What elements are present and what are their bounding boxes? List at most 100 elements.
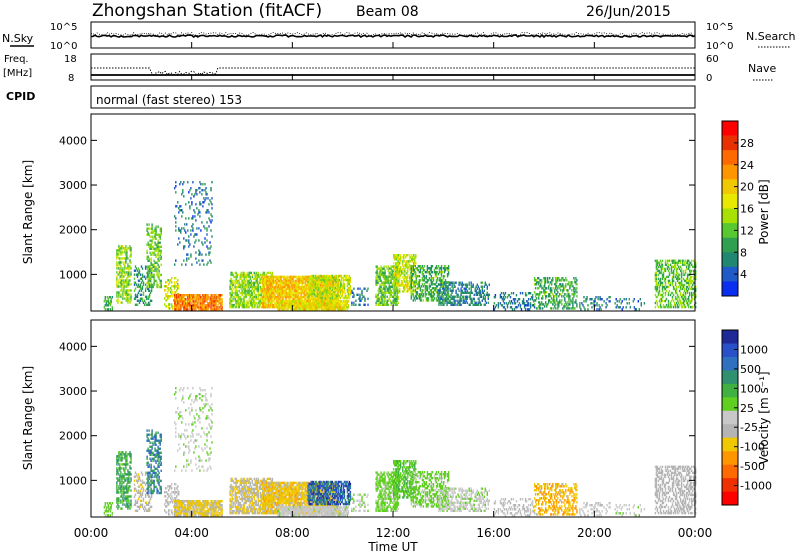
power-cell <box>144 265 147 268</box>
power-cell <box>541 279 543 282</box>
power-cell <box>257 271 259 275</box>
power-cell <box>231 299 233 303</box>
power-cell <box>155 229 157 232</box>
power-cell <box>231 293 233 297</box>
power-cell <box>197 304 199 307</box>
power-cell <box>280 279 282 283</box>
power-cell <box>192 296 194 299</box>
power-cell <box>177 300 179 303</box>
power-cell <box>493 302 496 305</box>
power-cell <box>118 261 120 264</box>
power-cell <box>305 287 307 291</box>
power-cell <box>239 297 241 301</box>
power-cell <box>282 285 284 289</box>
power-cell <box>390 293 392 296</box>
power-cell <box>159 237 161 240</box>
power-cell <box>247 305 249 309</box>
power-cell <box>327 294 329 298</box>
power-cell <box>287 308 289 311</box>
power-cell <box>289 291 291 295</box>
power-cell <box>190 296 192 299</box>
power-cell <box>127 275 129 278</box>
power-cell <box>258 275 260 279</box>
power-cell <box>118 245 120 248</box>
power-cell <box>330 308 332 311</box>
power-cell <box>293 308 295 311</box>
power-cell <box>252 299 254 303</box>
power-cell <box>243 285 245 289</box>
power-cell <box>255 279 257 283</box>
power-cell <box>279 283 281 287</box>
power-cell <box>166 293 168 296</box>
power-cell <box>265 277 267 281</box>
power-cell <box>255 275 257 279</box>
power-cell <box>337 276 339 280</box>
power-cell <box>211 302 213 305</box>
power-cell <box>276 277 278 281</box>
power-cell <box>334 280 336 284</box>
power-cell <box>346 300 349 303</box>
power-cell <box>244 283 246 287</box>
power-cell <box>282 306 284 309</box>
power-cell <box>126 299 128 302</box>
power-cell <box>233 281 235 285</box>
power-cell <box>196 233 198 236</box>
power-cell <box>255 277 257 281</box>
power-cell <box>337 302 339 305</box>
power-cell <box>183 306 185 309</box>
power-cell <box>305 302 307 305</box>
power-cell <box>472 283 474 286</box>
power-cell <box>344 276 347 280</box>
power-cell <box>278 301 280 305</box>
power-cell <box>274 295 276 299</box>
power-cell <box>308 304 310 307</box>
power-cell <box>120 293 122 296</box>
power-cell <box>274 301 276 305</box>
power-cell <box>271 277 273 281</box>
power-cell <box>307 295 309 299</box>
power-cell <box>308 302 310 305</box>
power-cell <box>244 285 246 289</box>
power-cell <box>316 304 318 307</box>
power-cell <box>348 292 351 296</box>
power-cell <box>344 308 347 311</box>
power-cell <box>272 287 274 291</box>
power-cell <box>292 297 294 301</box>
power-cell <box>387 265 389 268</box>
power-cell <box>275 301 277 305</box>
power-cell <box>136 285 139 288</box>
power-cell <box>182 302 184 305</box>
cpid-panel: CPID normal (fast stereo) 153 <box>6 85 696 109</box>
power-cell <box>295 283 297 287</box>
power-cell <box>154 233 156 236</box>
power-cell <box>236 275 238 279</box>
power-cell <box>179 209 181 212</box>
power-cell <box>282 289 284 293</box>
power-cell <box>234 271 236 275</box>
power-cell <box>136 295 139 298</box>
power-cell <box>583 296 585 299</box>
power-cell <box>323 283 325 287</box>
power-cell <box>383 287 385 290</box>
power-cell <box>142 275 145 278</box>
power-cell <box>299 306 301 309</box>
power-cell <box>209 259 211 262</box>
power-cell <box>282 302 284 305</box>
power-cell <box>235 291 237 295</box>
power-cell <box>177 296 179 299</box>
power-cell <box>285 308 287 311</box>
power-cell <box>297 283 299 287</box>
power-cell <box>353 287 355 290</box>
power-cell <box>219 300 221 303</box>
power-cell <box>341 288 344 292</box>
power-cell <box>412 289 414 292</box>
power-cell <box>284 279 286 283</box>
power-cell <box>109 300 111 303</box>
power-cell <box>151 275 153 279</box>
power-cell <box>376 279 378 282</box>
power-cell <box>150 253 152 256</box>
power-cell <box>250 279 252 283</box>
power-cell <box>158 285 160 289</box>
power-cell <box>232 305 234 309</box>
power-cell <box>264 301 266 305</box>
